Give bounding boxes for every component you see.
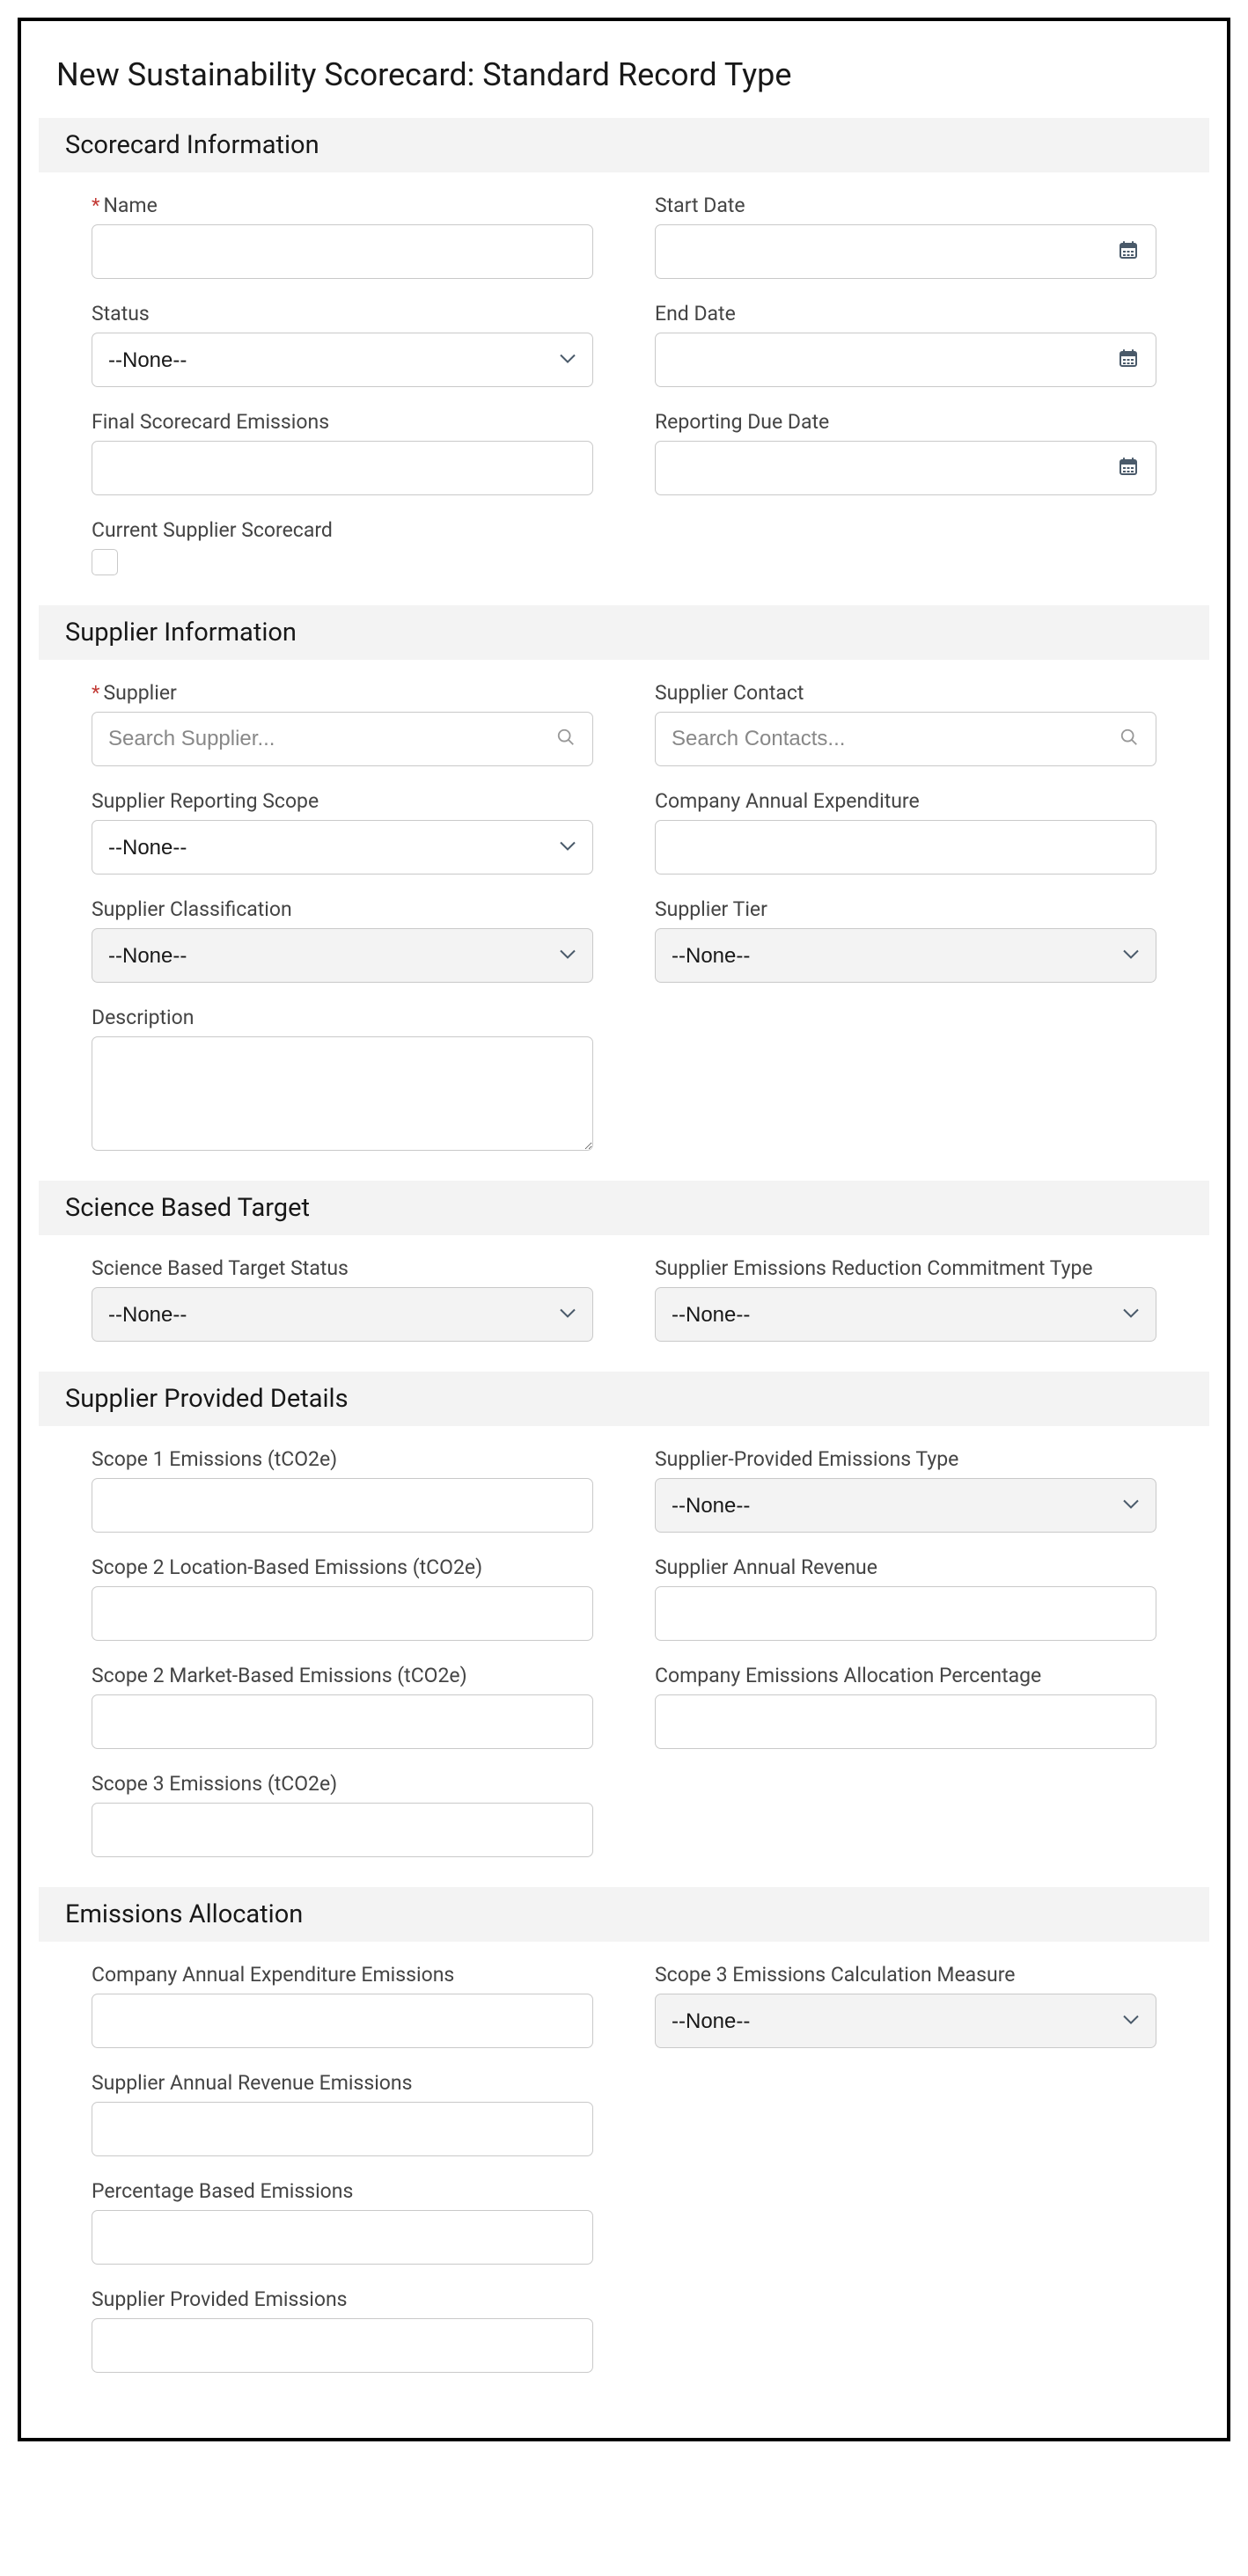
field-pct-based-emissions: Percentage Based Emissions [92, 2179, 593, 2265]
label-supplier: Supplier [92, 681, 593, 705]
sbt-status-select[interactable]: --None-- [92, 1287, 593, 1342]
field-supplier-revenue-emissions: Supplier Annual Revenue Emissions [92, 2071, 593, 2156]
description-textarea[interactable] [92, 1036, 593, 1151]
label-emissions-type: Supplier-Provided Emissions Type [655, 1447, 1156, 1471]
field-scope3: Scope 3 Emissions (tCO2e) [92, 1772, 593, 1857]
label-name: Name [92, 194, 593, 217]
annual-revenue-input[interactable] [655, 1586, 1156, 1641]
current-supplier-scorecard-checkbox[interactable] [92, 549, 118, 575]
classification-select[interactable]: --None-- [92, 928, 593, 983]
field-reporting-scope: Supplier Reporting Scope --None-- [92, 789, 593, 875]
scorecard-info-grid: Name Start Date Status --None-- [21, 194, 1227, 605]
pct-based-emissions-input[interactable] [92, 2210, 593, 2265]
label-annual-expenditure: Company Annual Expenditure [655, 789, 1156, 813]
company-expenditure-emissions-input[interactable] [92, 1994, 593, 2048]
section-supplier-provided-details: Supplier Provided Details [39, 1372, 1209, 1426]
label-sbt-status: Science Based Target Status [92, 1256, 593, 1280]
supplier-provided-emissions-input[interactable] [92, 2318, 593, 2373]
end-date-input[interactable] [655, 333, 1156, 387]
field-classification: Supplier Classification --None-- [92, 897, 593, 983]
scope1-input[interactable] [92, 1478, 593, 1533]
reporting-scope-select[interactable]: --None-- [92, 820, 593, 875]
label-end-date: End Date [655, 302, 1156, 326]
field-commitment-type: Supplier Emissions Reduction Commitment … [655, 1256, 1156, 1342]
start-date-input[interactable] [655, 224, 1156, 279]
label-reporting-scope: Supplier Reporting Scope [92, 789, 593, 813]
field-final-emissions: Final Scorecard Emissions [92, 410, 593, 495]
supplier-provided-grid: Scope 1 Emissions (tCO2e) Supplier-Provi… [21, 1447, 1227, 1887]
name-input[interactable] [92, 224, 593, 279]
section-science-based-target: Science Based Target [39, 1181, 1209, 1235]
field-sbt-status: Science Based Target Status --None-- [92, 1256, 593, 1342]
field-reporting-due: Reporting Due Date [655, 410, 1156, 495]
field-current-supplier-scorecard: Current Supplier Scorecard [92, 518, 593, 575]
scope2-location-input[interactable] [92, 1586, 593, 1641]
scope3-calc-measure-select[interactable]: --None-- [655, 1994, 1156, 2048]
label-scope3: Scope 3 Emissions (tCO2e) [92, 1772, 593, 1796]
label-company-expenditure-emissions: Company Annual Expenditure Emissions [92, 1963, 593, 1987]
field-name: Name [92, 194, 593, 279]
field-scope2-location: Scope 2 Location-Based Emissions (tCO2e) [92, 1555, 593, 1641]
label-current-supplier-scorecard: Current Supplier Scorecard [92, 518, 593, 542]
field-description: Description [92, 1006, 593, 1151]
field-start-date: Start Date [655, 194, 1156, 279]
label-reporting-due: Reporting Due Date [655, 410, 1156, 434]
emissions-alloc-grid: Company Annual Expenditure Emissions Sco… [21, 1963, 1227, 2403]
scope3-input[interactable] [92, 1803, 593, 1857]
final-emissions-input[interactable] [92, 441, 593, 495]
label-scope3-calc-measure: Scope 3 Emissions Calculation Measure [655, 1963, 1156, 1987]
field-tier: Supplier Tier --None-- [655, 897, 1156, 983]
section-emissions-allocation: Emissions Allocation [39, 1887, 1209, 1942]
field-allocation-pct: Company Emissions Allocation Percentage [655, 1664, 1156, 1749]
section-scorecard-information: Scorecard Information [39, 118, 1209, 172]
label-annual-revenue: Supplier Annual Revenue [655, 1555, 1156, 1579]
label-tier: Supplier Tier [655, 897, 1156, 921]
field-supplier: Supplier [92, 681, 593, 766]
label-supplier-revenue-emissions: Supplier Annual Revenue Emissions [92, 2071, 593, 2095]
field-scope3-calc-measure: Scope 3 Emissions Calculation Measure --… [655, 1963, 1156, 2048]
field-company-expenditure-emissions: Company Annual Expenditure Emissions [92, 1963, 593, 2048]
label-final-emissions: Final Scorecard Emissions [92, 410, 593, 434]
field-scope1: Scope 1 Emissions (tCO2e) [92, 1447, 593, 1533]
status-select[interactable]: --None-- [92, 333, 593, 387]
section-supplier-information: Supplier Information [39, 605, 1209, 660]
label-pct-based-emissions: Percentage Based Emissions [92, 2179, 593, 2203]
field-emissions-type: Supplier-Provided Emissions Type --None-… [655, 1447, 1156, 1533]
label-status: Status [92, 302, 593, 326]
label-start-date: Start Date [655, 194, 1156, 217]
sbt-grid: Science Based Target Status --None-- Sup… [21, 1256, 1227, 1372]
label-scope2-market: Scope 2 Market-Based Emissions (tCO2e) [92, 1664, 593, 1687]
supplier-lookup[interactable] [92, 712, 593, 766]
field-supplier-provided-emissions: Supplier Provided Emissions [92, 2287, 593, 2373]
label-classification: Supplier Classification [92, 897, 593, 921]
reporting-due-input[interactable] [655, 441, 1156, 495]
label-supplier-contact: Supplier Contact [655, 681, 1156, 705]
label-allocation-pct: Company Emissions Allocation Percentage [655, 1664, 1156, 1687]
tier-select[interactable]: --None-- [655, 928, 1156, 983]
field-scope2-market: Scope 2 Market-Based Emissions (tCO2e) [92, 1664, 593, 1749]
label-scope2-location: Scope 2 Location-Based Emissions (tCO2e) [92, 1555, 593, 1579]
field-supplier-contact: Supplier Contact [655, 681, 1156, 766]
field-annual-expenditure: Company Annual Expenditure [655, 789, 1156, 875]
label-commitment-type: Supplier Emissions Reduction Commitment … [655, 1256, 1156, 1280]
field-end-date: End Date [655, 302, 1156, 387]
emissions-type-select[interactable]: --None-- [655, 1478, 1156, 1533]
commitment-type-select[interactable]: --None-- [655, 1287, 1156, 1342]
label-supplier-provided-emissions: Supplier Provided Emissions [92, 2287, 593, 2311]
annual-expenditure-input[interactable] [655, 820, 1156, 875]
field-status: Status --None-- [92, 302, 593, 387]
supplier-contact-lookup[interactable] [655, 712, 1156, 766]
allocation-pct-input[interactable] [655, 1694, 1156, 1749]
page-title: New Sustainability Scorecard: Standard R… [21, 46, 1227, 118]
supplier-info-grid: Supplier Supplier Contact Supplier Repor… [21, 681, 1227, 1181]
supplier-revenue-emissions-input[interactable] [92, 2102, 593, 2156]
scope2-market-input[interactable] [92, 1694, 593, 1749]
field-annual-revenue: Supplier Annual Revenue [655, 1555, 1156, 1641]
label-scope1: Scope 1 Emissions (tCO2e) [92, 1447, 593, 1471]
label-description: Description [92, 1006, 593, 1029]
form-dialog: New Sustainability Scorecard: Standard R… [18, 18, 1230, 2441]
